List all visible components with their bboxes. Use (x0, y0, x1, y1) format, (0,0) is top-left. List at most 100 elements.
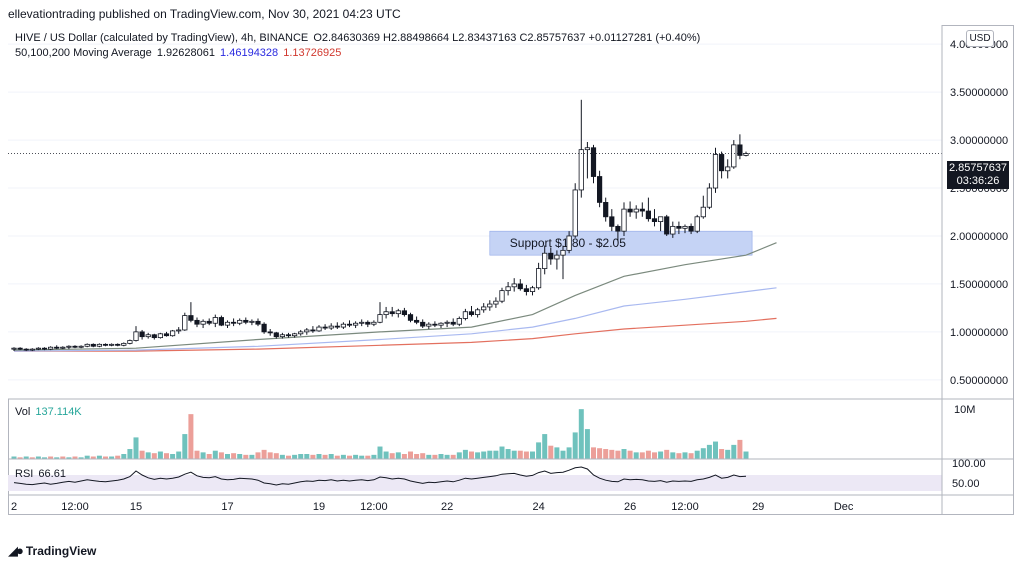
candle-down (523, 288, 530, 292)
ohlc-values: O2.84630369 H2.88498664 L2.83437163 C2.8… (313, 32, 701, 44)
candle-down (41, 347, 48, 350)
volume-bar (164, 453, 169, 459)
candle-up (499, 290, 505, 302)
volume-bar (536, 442, 542, 459)
rsi-line (13, 466, 747, 486)
candle-up (511, 283, 517, 288)
symbol-title: HIVE / US Dollar (calculated by TradingV… (15, 32, 309, 44)
volume-bar (243, 454, 249, 459)
volume-bar (383, 451, 389, 459)
volume-bar (157, 451, 163, 459)
volume-bar (218, 452, 224, 459)
rsi-value: 66.61 (38, 468, 66, 480)
candle-up (176, 329, 182, 332)
rsi-label: RSI (15, 468, 34, 480)
candle-down (401, 310, 408, 316)
candle-up (505, 286, 511, 292)
candle-down (365, 321, 371, 325)
volume-bar (688, 453, 694, 459)
volume-bar (676, 453, 682, 459)
candle-up (542, 252, 548, 269)
candle-up (712, 154, 719, 189)
candle-up (169, 330, 176, 337)
volume-bar (103, 456, 108, 459)
candle-up (474, 309, 481, 316)
symbol-legend[interactable]: HIVE / US Dollar (calculated by TradingV… (15, 32, 702, 44)
volume-bar (66, 457, 72, 459)
volume-bar (322, 454, 328, 459)
tradingview-brand[interactable]: ◢● TradingView (8, 543, 96, 559)
volume-bar (78, 457, 84, 459)
candle-up (438, 322, 444, 326)
volume-tick-label: 10M (954, 404, 975, 416)
volume-bar (29, 457, 35, 459)
ma-legend[interactable]: 50,100,200 Moving Average 1.92628061 1.4… (15, 47, 343, 59)
candle-down (651, 218, 658, 222)
rsi-band (8, 475, 942, 491)
volume-bar (432, 454, 438, 459)
volume-bar (54, 457, 60, 459)
volume-bar (420, 453, 426, 459)
chart-background (8, 25, 942, 399)
candlestick-chart[interactable]: Support $1.80 - $2.05 4.000000003.500000… (8, 25, 1014, 515)
candle-up (621, 208, 627, 232)
ma100-line (13, 287, 777, 352)
volume-bar (231, 453, 237, 459)
candle-down (627, 208, 633, 213)
time-tick-label: 17 (221, 501, 233, 513)
volume-bar (286, 455, 291, 459)
volume-bar (42, 457, 47, 459)
candle-down (139, 331, 145, 338)
time-tick-label: 24 (532, 501, 544, 513)
candle-up (84, 343, 90, 347)
volume-bar (414, 454, 420, 459)
rsi-legend[interactable]: RSI 66.61 (15, 468, 68, 480)
volume-bar (237, 454, 243, 459)
volume-bar (72, 456, 78, 459)
volume-bar (23, 456, 29, 459)
candle-up (554, 254, 560, 260)
candle-up (60, 346, 66, 349)
volume-bar (462, 449, 468, 459)
volume-bar (725, 449, 731, 459)
candle-up (633, 208, 639, 213)
volume-bar (316, 454, 322, 459)
volume-value: 137.114K (35, 406, 82, 418)
volume-bar (578, 409, 584, 459)
volume-bar (334, 455, 340, 459)
candle-down (676, 225, 682, 229)
candle-down (639, 208, 645, 212)
volume-bar (572, 432, 578, 459)
volume-bar (401, 454, 407, 459)
candle-down (255, 320, 261, 325)
volume-bar (273, 453, 279, 459)
bar-countdown: 03:36:26 (956, 175, 1000, 187)
volume-bar (517, 450, 523, 459)
candle-up (249, 320, 255, 323)
ma100-value: 1.46194328 (220, 47, 279, 59)
candle-up (566, 235, 572, 251)
time-tick-label: 29 (752, 501, 764, 513)
candle-down (450, 321, 456, 325)
candle-up (395, 310, 401, 315)
volume-bar (310, 454, 316, 459)
volume-bar (188, 414, 194, 459)
candle-down (597, 176, 603, 203)
volume-bar (176, 451, 182, 459)
volume-bar (17, 457, 23, 459)
volume-bar (11, 456, 17, 459)
candle-down (432, 323, 438, 326)
volume-legend[interactable]: Vol 137.114K (15, 406, 84, 418)
volume-bar (170, 454, 176, 459)
currency-button[interactable]: USD (966, 30, 994, 47)
candle-up (529, 287, 536, 292)
time-tick-label: 22 (441, 501, 453, 513)
volume-bar (493, 450, 499, 459)
candle-down (194, 319, 200, 325)
candle-up (572, 189, 578, 237)
volume-bar (359, 455, 365, 459)
candle-down (334, 325, 340, 328)
candle-down (664, 216, 670, 235)
candle-up (328, 325, 334, 329)
volume-bar (603, 449, 609, 459)
